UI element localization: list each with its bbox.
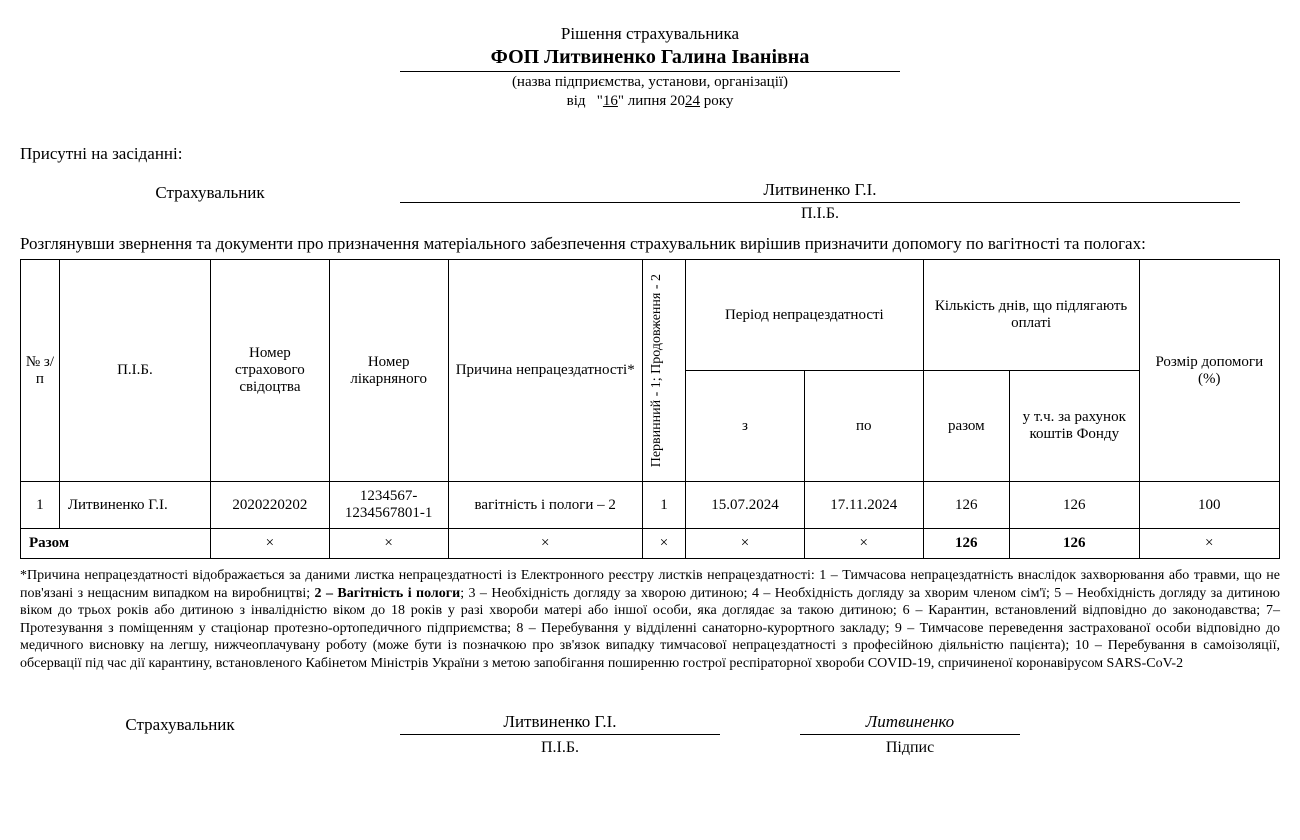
date-yp: 20 <box>670 93 685 109</box>
table-total-row: Разом × × × × × × 126 126 × <box>21 529 1280 559</box>
sig-sign: Литвиненко <box>800 712 1020 735</box>
date-ys: 24 <box>685 93 700 109</box>
total-x4: × <box>642 529 685 559</box>
total-days: 126 <box>923 529 1009 559</box>
th-primary-text: Первинний - 1; Продовження - 2 <box>647 266 667 475</box>
date-qc: " <box>618 93 624 109</box>
th-reason: Причина непрацездатності* <box>448 260 642 482</box>
th-num: № з/п <box>21 260 60 482</box>
th-days-fund: у т.ч. за рахунок коштів Фонду <box>1009 371 1139 482</box>
cell-to: 17.11.2024 <box>804 482 923 529</box>
signature-block: Страхувальник Литвиненко Г.І. Литвиненко <box>20 712 1280 735</box>
total-x7: × <box>1139 529 1279 559</box>
sig-sign-sub: Підпис <box>800 739 1020 757</box>
th-days: Кількість днів, що підлягають оплаті <box>923 260 1139 371</box>
th-period: Період непрацездатності <box>686 260 924 371</box>
th-cert: Номер страхового свідоцтва <box>211 260 330 482</box>
decision-text: Розглянувши звернення та документи про п… <box>20 233 1280 255</box>
cell-days-total: 126 <box>923 482 1009 529</box>
date-day: 16 <box>603 93 618 109</box>
cell-days-fund: 126 <box>1009 482 1139 529</box>
benefits-table: № з/п П.І.Б. Номер страхового свідоцтва … <box>20 259 1280 559</box>
cell-cert: 2020220202 <box>211 482 330 529</box>
date-month: липня <box>628 93 666 109</box>
th-pib: П.І.Б. <box>59 260 210 482</box>
total-x6: × <box>804 529 923 559</box>
cell-reason: вагітність і пологи – 2 <box>448 482 642 529</box>
total-x1: × <box>211 529 330 559</box>
cell-pib: Литвиненко Г.І. <box>59 482 210 529</box>
footnote-bold: 2 – Вагітність і пологи <box>315 586 461 601</box>
total-label: Разом <box>21 529 211 559</box>
cell-num: 1 <box>21 482 60 529</box>
org-sub: (назва підприємства, установи, організац… <box>20 74 1280 91</box>
th-sick: Номер лікарняного <box>329 260 448 482</box>
sig-name: Литвиненко Г.І. <box>400 712 720 735</box>
th-from: з <box>686 371 805 482</box>
attendance-row: Страхувальник Литвиненко Г.І. <box>20 180 1280 203</box>
total-x3: × <box>448 529 642 559</box>
th-primary: Первинний - 1; Продовження - 2 <box>642 260 685 482</box>
attendance-label: Присутні на засіданні: <box>20 144 1280 164</box>
attendance-name-sub: П.І.Б. <box>400 205 1240 223</box>
table-row: 1 Литвиненко Г.І. 2020220202 1234567-123… <box>21 482 1280 529</box>
total-x2: × <box>329 529 448 559</box>
date-yw: року <box>704 93 734 109</box>
sig-role: Страхувальник <box>20 715 340 735</box>
document-header: Рішення страхувальника ФОП Литвиненко Га… <box>20 24 1280 110</box>
date-prefix: від <box>567 93 586 109</box>
attendance-name: Литвиненко Г.І. <box>400 180 1240 203</box>
footnote: *Причина непрацездатності відображається… <box>20 567 1280 672</box>
cell-sick: 1234567-1234567801-1 <box>329 482 448 529</box>
th-amount: Розмір допомоги (%) <box>1139 260 1279 482</box>
cell-primary: 1 <box>642 482 685 529</box>
cell-from: 15.07.2024 <box>686 482 805 529</box>
org-name: ФОП Литвиненко Галина Іванівна <box>400 46 900 72</box>
attendance-role: Страхувальник <box>20 183 400 203</box>
sig-name-sub: П.І.Б. <box>400 739 720 757</box>
th-to: по <box>804 371 923 482</box>
th-days-total: разом <box>923 371 1009 482</box>
doc-date: від "16" липня 2024 року <box>20 93 1280 110</box>
doc-title: Рішення страхувальника <box>20 24 1280 44</box>
total-fund: 126 <box>1009 529 1139 559</box>
cell-amount: 100 <box>1139 482 1279 529</box>
total-x5: × <box>686 529 805 559</box>
